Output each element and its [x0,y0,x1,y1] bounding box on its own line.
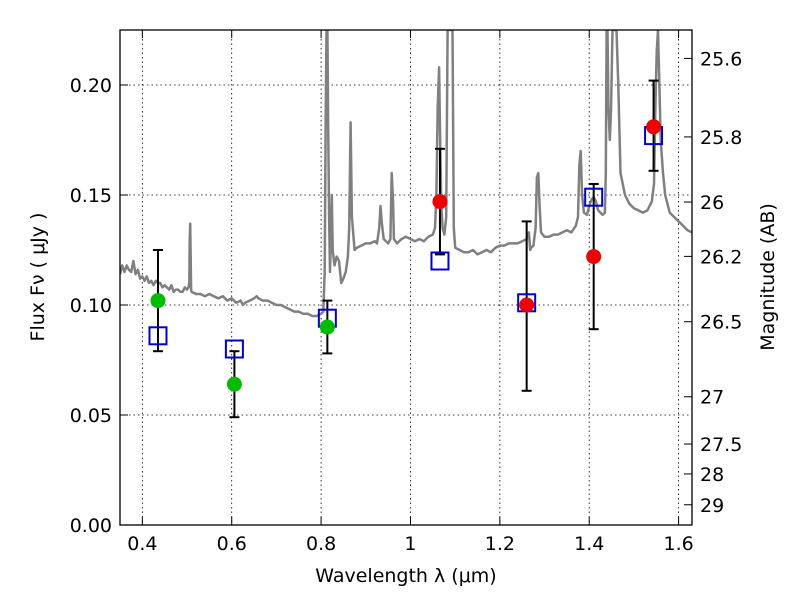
mag-tick-label: 26.5 [700,312,742,334]
template-spectrum-line [120,30,692,318]
y-tick-label: 0.15 [70,185,112,207]
green-data-point [319,319,335,335]
y-axis-magnitude: 25.6 25.8 26 26.2 26.5 27 27.5 28 29 [684,48,742,517]
x-tick-label: 0.4 [127,533,157,555]
x-tick-label: 1.6 [663,533,693,555]
template-spectrum-layer [120,30,692,318]
model-box [584,187,604,207]
mag-tick-label: 25.8 [700,127,742,149]
red-data-point [586,249,602,265]
y-tick-label: 0.20 [70,75,112,97]
mag-tick-label: 27.5 [700,434,742,456]
y-tick-label: 0.00 [70,515,112,537]
x-axis: 0.4 0.6 0.8 1 1.2 1.4 1.6 [127,30,694,555]
plot-frame [119,29,693,526]
x-tick-label: 1.2 [485,533,515,555]
x-axis-title: Wavelength λ (μm) [315,565,496,587]
x-tick-label: 0.8 [306,533,336,555]
red-data-point [519,297,535,313]
model-box [224,339,244,359]
red-data-point [432,194,448,210]
model-box [430,251,450,271]
observed-points [150,119,662,392]
mag-tick-label: 26.2 [700,246,742,268]
y-axis-flux: 0.00 0.05 0.10 0.15 0.20 [70,75,128,537]
green-data-point [226,376,242,392]
model-box [148,326,168,346]
x-tick-label: 1 [404,533,416,555]
x-tick-label: 1.4 [574,533,604,555]
mag-tick-label: 25.6 [700,48,742,70]
y-axis-title: Flux Fν ( μJy ) [27,213,49,342]
x-tick-label: 0.6 [217,533,247,555]
mag-tick-label: 28 [700,464,724,486]
red-data-point [646,119,662,135]
mag-tick-label: 27 [700,387,724,409]
y-tick-label: 0.10 [70,295,112,317]
y-tick-label: 0.05 [70,405,112,427]
green-data-point [150,293,166,309]
y2-axis-title: Magnitude (AB) [757,203,779,351]
mag-tick-label: 29 [700,495,724,517]
mag-tick-label: 26 [700,192,724,214]
